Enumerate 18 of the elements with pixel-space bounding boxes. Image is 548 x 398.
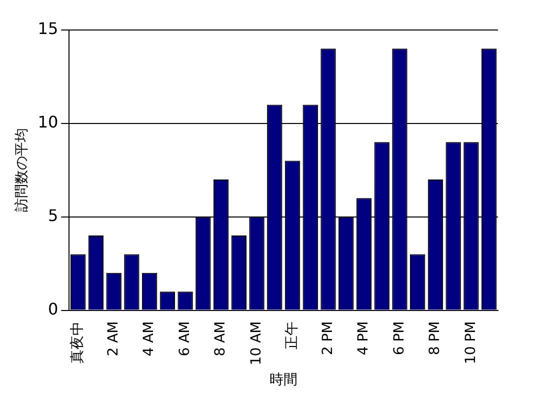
x-tick-label: 6 AM [176, 321, 193, 356]
x-tick-label: 6 PM [391, 321, 408, 356]
x-tick-label: 正午 [284, 321, 300, 350]
x-tick-label: 4 PM [356, 321, 372, 356]
x-tick-label: 真夜中 [70, 321, 86, 364]
x-tick-label: 8 AM [212, 321, 229, 356]
y-tick-label: 10 [38, 112, 58, 132]
x-tick-label: 4 AM [141, 321, 158, 356]
x-tick-label: 8 PM [427, 321, 444, 356]
x-tick-label: 2 PM [320, 321, 336, 356]
y-tick-label: 15 [38, 19, 58, 38]
y-tick-label: 0 [48, 299, 58, 318]
x-tick-label: 10 AM [248, 321, 264, 366]
x-tick-label: 10 PM [462, 321, 479, 364]
x-axis-title: 時間 [270, 372, 298, 388]
y-axis-title: 訪問数の平均 [14, 128, 30, 212]
x-tick-label: 2 AM [105, 321, 122, 356]
y-tick-label: 5 [48, 206, 58, 226]
